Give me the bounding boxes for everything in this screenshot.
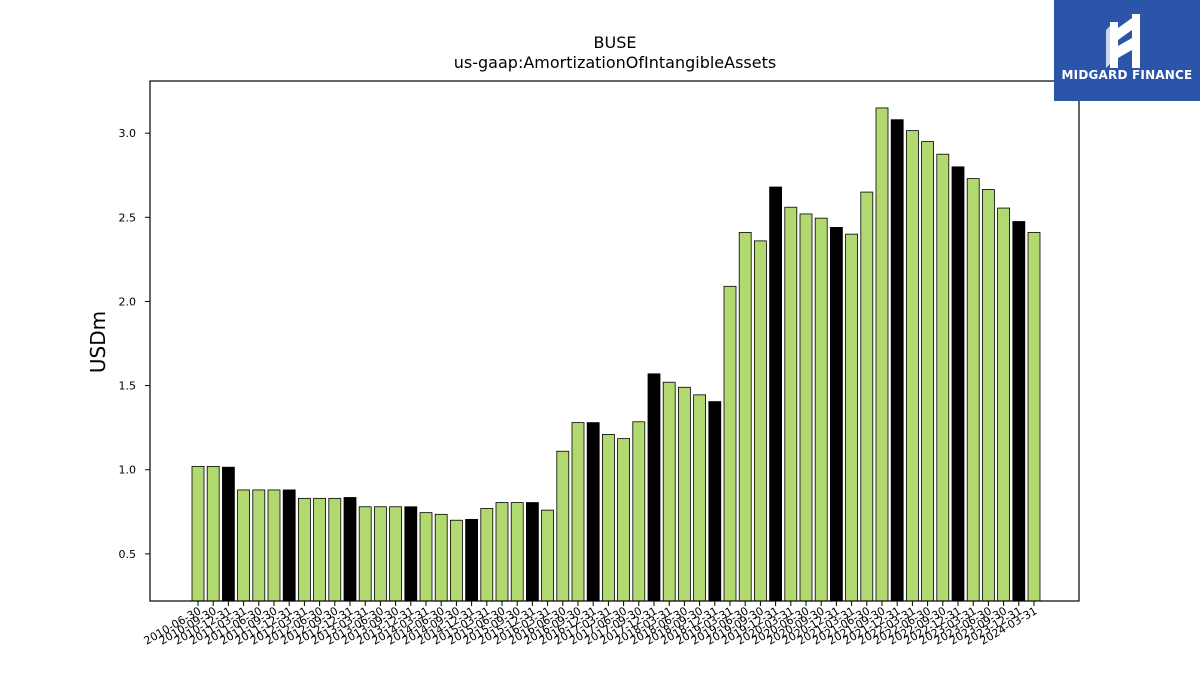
bar-2020-12-31 xyxy=(830,227,843,602)
bar-2010-12-31 xyxy=(221,466,235,602)
bar-2013-06-30 xyxy=(373,506,387,602)
bar-2015-09-30 xyxy=(510,502,524,602)
bar-2011-03-31 xyxy=(237,489,251,602)
bar-2015-12-31 xyxy=(526,502,539,602)
chart-subtitle: us-gaap:AmortizationOfIntangibleAssets xyxy=(454,53,776,72)
bar-2014-03-31 xyxy=(419,512,433,602)
y-tick-label: 2.0 xyxy=(119,295,137,308)
bar-2014-09-30 xyxy=(449,519,463,602)
bar-2023-03-31 xyxy=(966,178,980,602)
bar-2012-03-31 xyxy=(297,497,311,602)
bar-2023-09-30 xyxy=(997,207,1010,602)
bar-2010-06-30 xyxy=(191,465,205,602)
bar-2022-09-30 xyxy=(936,153,950,602)
y-axis-label: USDm xyxy=(86,311,110,373)
bar-2011-06-30 xyxy=(252,489,266,602)
plot-frame xyxy=(149,80,1080,602)
x-axis: 2010-06-302010-09-302010-12-312011-03-31… xyxy=(142,601,1040,648)
bar-2023-12-31 xyxy=(1012,221,1026,602)
y-tick-label: 2.5 xyxy=(119,211,137,224)
bar-2022-03-31 xyxy=(906,130,919,602)
bar-2021-06-30 xyxy=(860,191,874,602)
bar-2013-12-31 xyxy=(404,506,418,602)
bar-2012-06-30 xyxy=(313,497,327,602)
bar-2011-09-30 xyxy=(267,489,281,602)
bar-2016-09-30 xyxy=(571,422,585,602)
bar-2014-12-31 xyxy=(465,518,479,602)
bar-2012-09-30 xyxy=(328,497,342,602)
bar-2014-06-30 xyxy=(434,513,448,602)
bar-2012-12-31 xyxy=(343,497,357,602)
bar-2018-03-31 xyxy=(662,381,676,602)
bar-2022-06-30 xyxy=(921,141,934,602)
bar-2010-09-30 xyxy=(206,465,220,602)
bar-2017-06-30 xyxy=(617,438,630,602)
bar-2015-03-31 xyxy=(480,508,494,602)
bar-2016-06-30 xyxy=(556,450,570,602)
bar-2019-09-30 xyxy=(754,240,767,602)
bar-2020-09-30 xyxy=(814,217,828,602)
midgard-finance-logo-mark xyxy=(1054,0,1200,101)
bar-2024-03-31 xyxy=(1027,232,1041,602)
bars-group xyxy=(191,107,1041,602)
bar-2021-09-30 xyxy=(875,107,889,602)
chart-title: BUSE xyxy=(594,33,637,52)
bar-2016-12-31 xyxy=(586,422,600,602)
y-axis: 0.5 1.0 1.5 2.0 2.5 3.0 xyxy=(119,127,150,561)
bar-2020-03-31 xyxy=(784,206,798,602)
bar-2016-03-31 xyxy=(541,509,554,602)
bar-2017-03-31 xyxy=(602,433,615,602)
bar-2017-12-31 xyxy=(647,373,661,602)
bar-2015-06-30 xyxy=(495,502,509,602)
bar-2021-03-31 xyxy=(845,233,858,602)
y-tick-label: 1.0 xyxy=(119,464,137,477)
bar-2017-09-30 xyxy=(632,421,646,602)
bar-2019-12-31 xyxy=(769,186,782,602)
bar-2019-06-30 xyxy=(738,232,752,602)
midgard-finance-logo: MIDGARD FINANCE xyxy=(1054,0,1200,101)
y-tick-label: 0.5 xyxy=(119,548,137,561)
y-tick-label: 1.5 xyxy=(119,380,137,393)
bar-2013-09-30 xyxy=(389,506,403,602)
bar-2013-03-31 xyxy=(358,506,372,602)
logo-text: MIDGARD FINANCE xyxy=(1061,68,1193,82)
bar-2021-12-31 xyxy=(890,119,904,602)
bar-2020-06-30 xyxy=(799,213,813,602)
y-tick-label: 3.0 xyxy=(119,127,137,140)
bar-2023-06-30 xyxy=(982,189,995,602)
bar-2018-09-30 xyxy=(693,394,706,602)
bar-2018-06-30 xyxy=(678,386,691,602)
bar-2022-12-31 xyxy=(951,166,965,602)
bar-2019-03-31 xyxy=(723,285,737,602)
bar-2018-12-31 xyxy=(708,401,722,602)
bar-2011-12-31 xyxy=(282,489,296,602)
